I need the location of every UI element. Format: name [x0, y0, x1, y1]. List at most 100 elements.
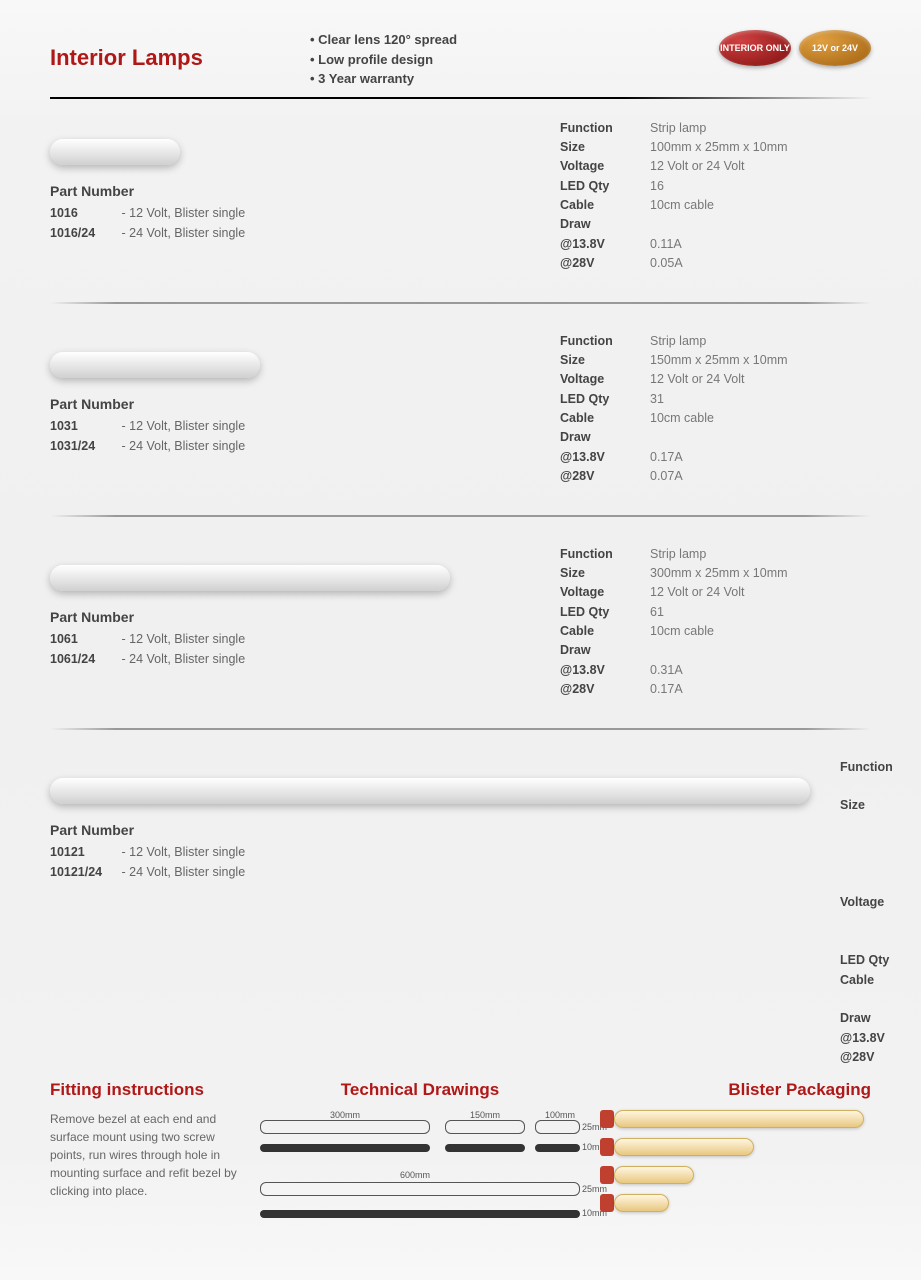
- dim-label: 300mm: [330, 1110, 360, 1120]
- spec-label: @13.8V: [560, 661, 650, 680]
- spec-value: 12 Volt or 24 Volt: [650, 583, 745, 602]
- product-divider: [50, 728, 871, 730]
- spec-label: LED Qty: [560, 390, 650, 409]
- spec-label: @28V: [560, 467, 650, 486]
- product-block: Part Number 10121 - 12 Volt, Blister sin…: [50, 758, 871, 1068]
- part-number: 1061: [50, 629, 118, 649]
- spec-value: 100mm x 25mm x 10mm: [650, 138, 788, 157]
- blister-end-icon: [600, 1194, 614, 1212]
- lamp-image: [50, 778, 810, 804]
- spec-row: Cable10cm cable: [560, 409, 871, 428]
- feature-item: Clear lens 120° spread: [310, 30, 719, 50]
- spec-label: Size: [560, 138, 650, 157]
- drawing-bar: [260, 1210, 580, 1218]
- spec-row: @28V0.17A: [560, 680, 871, 699]
- badge-voltage: 12V or 24V: [799, 30, 871, 66]
- part-desc: - 12 Volt, Blister single: [121, 419, 245, 433]
- spec-value: 12 Volt or 24 Volt: [650, 157, 745, 176]
- spec-label: @13.8V: [840, 1029, 921, 1048]
- spec-row: Size600mm x 25mm x 10mm: [840, 796, 921, 893]
- spec-label: Voltage: [840, 893, 921, 951]
- spec-label: Voltage: [560, 370, 650, 389]
- blister-item: [614, 1110, 864, 1128]
- lamp-image: [50, 352, 260, 378]
- spec-value: 0.05A: [650, 254, 683, 273]
- spec-label: Draw: [840, 1009, 921, 1028]
- part-number: 1016/24: [50, 223, 118, 243]
- part-desc: - 24 Volt, Blister single: [121, 226, 245, 240]
- spec-label: Draw: [560, 215, 650, 234]
- drawing-outline: [535, 1120, 580, 1134]
- spec-row: LED Qty61: [560, 603, 871, 622]
- spec-label: Size: [840, 796, 921, 893]
- spec-row: FunctionStrip lamp: [560, 545, 871, 564]
- part-number-label: Part Number: [50, 183, 530, 199]
- spec-label: Cable: [840, 971, 921, 1010]
- spec-value: 10cm cable: [650, 622, 714, 641]
- spec-value: 16: [650, 177, 664, 196]
- blister-col: Blister Packaging: [600, 1080, 871, 1250]
- product-left: Part Number 1061 - 12 Volt, Blister sing…: [50, 545, 530, 700]
- spec-label: LED Qty: [560, 177, 650, 196]
- part-desc: - 12 Volt, Blister single: [121, 845, 245, 859]
- header-divider: [50, 97, 871, 99]
- spec-value: 150mm x 25mm x 10mm: [650, 351, 788, 370]
- spec-label: Function: [560, 119, 650, 138]
- spec-value: Strip lamp: [650, 119, 706, 138]
- dim-label: 100mm: [545, 1110, 575, 1120]
- feature-item: Low profile design: [310, 50, 719, 70]
- spec-value: 0.07A: [650, 467, 683, 486]
- blister-item: [614, 1166, 694, 1184]
- spec-value: 12 Volt or 24 Volt: [650, 370, 745, 389]
- drawing-bar: [445, 1144, 525, 1152]
- part-desc: - 12 Volt, Blister single: [121, 206, 245, 220]
- product-divider: [50, 515, 871, 517]
- spec-value: 0.11A: [650, 235, 682, 254]
- spec-label: @28V: [560, 254, 650, 273]
- spec-row: LED Qty16: [560, 177, 871, 196]
- badge-interior-only: INTERIOR ONLY: [719, 30, 791, 66]
- spec-row: Draw: [560, 215, 871, 234]
- spec-label: Function: [560, 332, 650, 351]
- blister-graphics: [600, 1110, 871, 1250]
- part-number: 1061/24: [50, 649, 118, 669]
- part-desc: - 24 Volt, Blister single: [121, 439, 245, 453]
- spec-label: Size: [560, 351, 650, 370]
- spec-label: @28V: [560, 680, 650, 699]
- part-row: 10121/24 - 24 Volt, Blister single: [50, 862, 810, 882]
- blister-end-icon: [600, 1166, 614, 1184]
- part-row: 1016/24 - 24 Volt, Blister single: [50, 223, 530, 243]
- spec-row: Voltage12 Volt or 24 Volt: [560, 157, 871, 176]
- part-number: 1031/24: [50, 436, 118, 456]
- spec-row: LED Qty121: [840, 951, 921, 970]
- spec-label: Voltage: [560, 583, 650, 602]
- spec-value: 10cm cable: [650, 196, 714, 215]
- spec-table: FunctionStrip lampSize300mm x 25mm x 10m…: [560, 545, 871, 700]
- spec-row: @13.8V0.31A: [560, 661, 871, 680]
- spec-value: 300mm x 25mm x 10mm: [650, 564, 788, 583]
- tech-title: Technical Drawings: [260, 1080, 580, 1100]
- drawing-bar: [535, 1144, 580, 1152]
- spec-value: 31: [650, 390, 664, 409]
- product-block: Part Number 1061 - 12 Volt, Blister sing…: [50, 545, 871, 700]
- part-number-label: Part Number: [50, 396, 530, 412]
- spec-row: Voltage12 Volt or 24 Volt: [560, 370, 871, 389]
- spec-row: @28V0.07A: [560, 467, 871, 486]
- lamp-image: [50, 139, 180, 165]
- spec-label: LED Qty: [840, 951, 921, 970]
- spec-row: Cable10cm cable: [560, 196, 871, 215]
- spec-row: FunctionStrip lamp: [560, 119, 871, 138]
- spec-label: Size: [560, 564, 650, 583]
- spec-row: Cable10cm cable: [560, 622, 871, 641]
- part-row: 1031/24 - 24 Volt, Blister single: [50, 436, 530, 456]
- spec-label: Cable: [560, 409, 650, 428]
- spec-label: Draw: [560, 428, 650, 447]
- spec-label: LED Qty: [560, 603, 650, 622]
- spec-value: 0.17A: [650, 680, 683, 699]
- product-left: Part Number 10121 - 12 Volt, Blister sin…: [50, 758, 810, 1068]
- spec-row: Draw: [840, 1009, 921, 1028]
- badge-group: INTERIOR ONLY 12V or 24V: [719, 30, 871, 66]
- part-row: 1061 - 12 Volt, Blister single: [50, 629, 530, 649]
- blister-item: [614, 1138, 754, 1156]
- spec-row: FunctionStrip lamp: [840, 758, 921, 797]
